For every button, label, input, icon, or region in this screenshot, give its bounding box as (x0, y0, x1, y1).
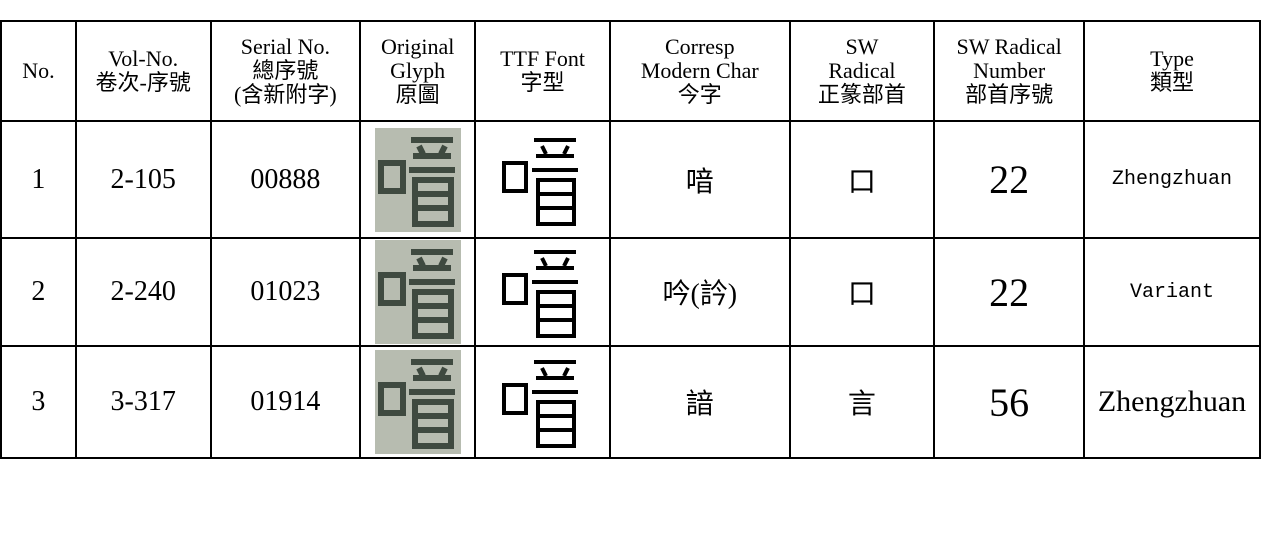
header-cell: SW Radical Number 部首序號 (933, 20, 1086, 122)
sw-radical: 口 (788, 237, 936, 347)
glyph-scan (374, 127, 461, 232)
glyph-scan (374, 240, 461, 344)
serial-no: 00888 (209, 120, 362, 239)
header-row: No. Vol-No. 卷次-序號 Serial No. 總序號 (含新附字) Ori… (0, 20, 1261, 122)
header-cell: Type 類型 (1083, 20, 1261, 122)
original-glyph (359, 345, 477, 459)
row-number: 1 (0, 120, 77, 239)
header-cell: Original Glyph 原圖 (359, 20, 477, 122)
header-cell: SW Radical 正篆部首 (788, 20, 936, 122)
serial-no: 01023 (209, 237, 362, 347)
ttf-glyph (501, 250, 578, 338)
ttf-font (474, 237, 611, 347)
modern-char: 諳 (608, 345, 791, 459)
ttf-glyph (501, 360, 578, 448)
modern-char: 喑 (608, 120, 791, 239)
data-row: 2 2-240 01023 吟(訡) 口 22 Variant (0, 237, 1261, 347)
radical-number: 22 (933, 120, 1086, 239)
vol-no: 2-105 (74, 120, 212, 239)
sw-radical: 口 (788, 120, 936, 239)
radical-number: 22 (933, 237, 1086, 347)
ttf-font (474, 120, 611, 239)
serial-no: 01914 (209, 345, 362, 459)
vol-no: 3-317 (74, 345, 212, 459)
header-cell: Vol-No. 卷次-序號 (74, 20, 212, 122)
type: Zhengzhuan (1083, 345, 1261, 459)
original-glyph (359, 237, 477, 347)
header-cell: Serial No. 總序號 (含新附字) (209, 20, 362, 122)
data-row: 1 2-105 00888 喑口 22 Zhengzhuan (0, 120, 1261, 239)
radical-number: 56 (933, 345, 1086, 459)
sw-radical: 言 (788, 345, 936, 459)
header-cell: TTF Font 字型 (474, 20, 611, 122)
row-number: 3 (0, 345, 77, 459)
row-number: 2 (0, 237, 77, 347)
vol-no: 2-240 (74, 237, 212, 347)
header-cell: No. (0, 20, 77, 122)
data-row: 3 3-317 01914 諳言 56 Zhengzhuan (0, 345, 1261, 459)
type: Variant (1083, 237, 1261, 347)
modern-char: 吟(訡) (608, 237, 791, 347)
ttf-glyph (501, 137, 578, 226)
glyph-scan (374, 350, 461, 454)
original-glyph (359, 120, 477, 239)
ttf-font (474, 345, 611, 459)
header-cell: Corresp Modern Char 今字 (608, 20, 791, 122)
glyph-table: No. Vol-No. 卷次-序號 Serial No. 總序號 (含新附字) Ori… (0, 20, 1261, 459)
type: Zhengzhuan (1083, 120, 1261, 239)
